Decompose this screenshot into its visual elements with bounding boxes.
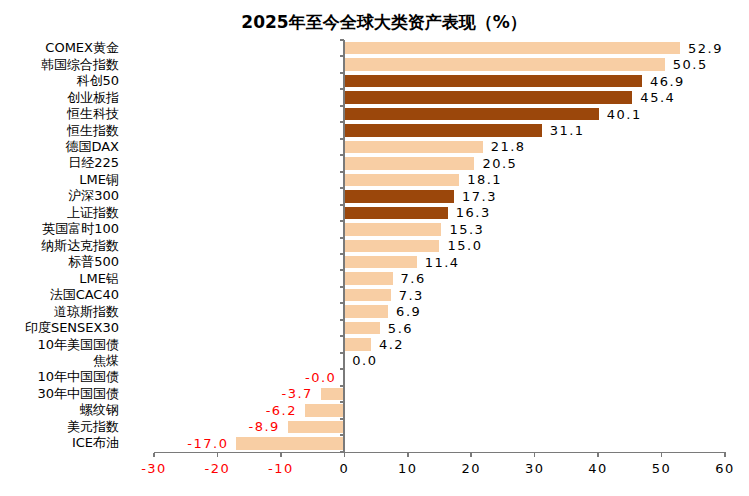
value-label: 11.4 bbox=[425, 256, 460, 269]
x-axis-tick bbox=[280, 453, 282, 457]
x-axis-tick bbox=[407, 453, 409, 457]
value-label: 46.9 bbox=[650, 75, 685, 88]
category-label: ICE布油 bbox=[0, 435, 119, 451]
y-axis-line bbox=[343, 40, 345, 452]
category-label: 纳斯达克指数 bbox=[0, 238, 119, 254]
category-label: 恒生指数 bbox=[0, 123, 119, 139]
bar bbox=[344, 240, 439, 253]
x-tick-label: 50 bbox=[637, 462, 687, 476]
category-label: 创业板指 bbox=[0, 90, 119, 106]
x-axis-tick bbox=[724, 453, 726, 457]
value-label: 4.2 bbox=[379, 338, 404, 351]
value-label: 20.5 bbox=[482, 157, 517, 170]
x-axis-tick bbox=[534, 453, 536, 457]
bar bbox=[344, 256, 416, 269]
value-label: 15.0 bbox=[448, 239, 483, 252]
bar bbox=[344, 190, 454, 203]
value-label: -6.2 bbox=[266, 404, 297, 417]
value-label: 45.4 bbox=[640, 91, 675, 104]
category-label: 10年中国国债 bbox=[0, 369, 119, 385]
bar bbox=[344, 42, 680, 55]
bar-chart: 2025年至今全球大类资产表现（%） COMEX黄金 52.9 韩国综合指数 50.5… bbox=[0, 0, 749, 496]
category-label: 道琼斯指数 bbox=[0, 304, 119, 320]
category-label: 10年美国国债 bbox=[0, 337, 119, 353]
category-label: 美元指数 bbox=[0, 419, 119, 435]
value-label: 17.3 bbox=[462, 190, 497, 203]
x-axis-tick bbox=[470, 453, 472, 457]
x-tick-label: 40 bbox=[573, 462, 623, 476]
x-axis-tick bbox=[217, 453, 219, 457]
category-label: 上证指数 bbox=[0, 205, 119, 221]
value-label: 16.3 bbox=[456, 206, 491, 219]
x-tick-label: -10 bbox=[256, 462, 306, 476]
bar bbox=[344, 223, 441, 236]
category-label: 英国富时100 bbox=[0, 221, 119, 237]
bar bbox=[344, 108, 598, 121]
x-axis-tick bbox=[153, 453, 155, 457]
category-label: 恒生科技 bbox=[0, 106, 119, 122]
value-label: 18.1 bbox=[467, 173, 502, 186]
category-label: LME铜 bbox=[0, 172, 119, 188]
category-label: COMEX黄金 bbox=[0, 40, 119, 56]
category-label: 法国CAC40 bbox=[0, 287, 119, 303]
category-label: 焦煤 bbox=[0, 353, 119, 369]
bar bbox=[344, 58, 664, 71]
category-label: 螺纹钢 bbox=[0, 402, 119, 418]
bar bbox=[344, 157, 474, 170]
category-label: 印度SENSEX30 bbox=[0, 320, 119, 336]
x-axis-tick bbox=[597, 453, 599, 457]
x-axis-tick bbox=[661, 453, 663, 457]
value-label: 6.9 bbox=[396, 305, 421, 318]
bar bbox=[344, 124, 541, 137]
category-label: 沪深300 bbox=[0, 188, 119, 204]
bar bbox=[344, 141, 482, 154]
value-label: 7.3 bbox=[399, 289, 424, 302]
x-tick-label: -20 bbox=[192, 462, 242, 476]
chart-title: 2025年至今全球大类资产表现（%） bbox=[241, 11, 526, 34]
value-label: -17.0 bbox=[187, 437, 228, 450]
bar bbox=[344, 75, 642, 88]
category-label: LME铝 bbox=[0, 271, 119, 287]
bar bbox=[344, 207, 447, 220]
bar bbox=[344, 289, 390, 302]
x-tick-label: 0 bbox=[319, 462, 369, 476]
x-tick-label: 30 bbox=[510, 462, 560, 476]
x-tick-label: -30 bbox=[129, 462, 179, 476]
value-label: 0.0 bbox=[352, 354, 377, 367]
x-axis-line bbox=[154, 452, 726, 454]
value-label: 31.1 bbox=[550, 124, 585, 137]
category-label: 德国DAX bbox=[0, 139, 119, 155]
bar bbox=[288, 421, 344, 434]
value-label: -3.7 bbox=[281, 387, 312, 400]
category-label: 科创50 bbox=[0, 73, 119, 89]
bar bbox=[236, 437, 344, 450]
bar bbox=[321, 388, 344, 401]
x-tick-label: 60 bbox=[700, 462, 749, 476]
bar bbox=[344, 322, 380, 335]
value-label: 40.1 bbox=[607, 108, 642, 121]
bar bbox=[344, 174, 459, 187]
category-label: 30年中国国债 bbox=[0, 386, 119, 402]
x-tick-label: 20 bbox=[446, 462, 496, 476]
value-label: -0.0 bbox=[305, 371, 336, 384]
value-label: 5.6 bbox=[388, 322, 413, 335]
category-label: 日经225 bbox=[0, 155, 119, 171]
value-label: -8.9 bbox=[249, 420, 280, 433]
category-label: 韩国综合指数 bbox=[0, 57, 119, 73]
x-axis-tick bbox=[344, 453, 346, 457]
bar bbox=[344, 305, 388, 318]
value-label: 21.8 bbox=[491, 140, 526, 153]
category-label: 标普500 bbox=[0, 254, 119, 270]
value-label: 15.3 bbox=[449, 223, 484, 236]
value-label: 52.9 bbox=[688, 42, 723, 55]
bar bbox=[344, 272, 392, 285]
value-label: 7.6 bbox=[401, 272, 426, 285]
bar bbox=[305, 404, 344, 417]
value-label: 50.5 bbox=[673, 58, 708, 71]
bar bbox=[344, 338, 371, 351]
bar bbox=[344, 91, 632, 104]
x-tick-label: 10 bbox=[383, 462, 433, 476]
